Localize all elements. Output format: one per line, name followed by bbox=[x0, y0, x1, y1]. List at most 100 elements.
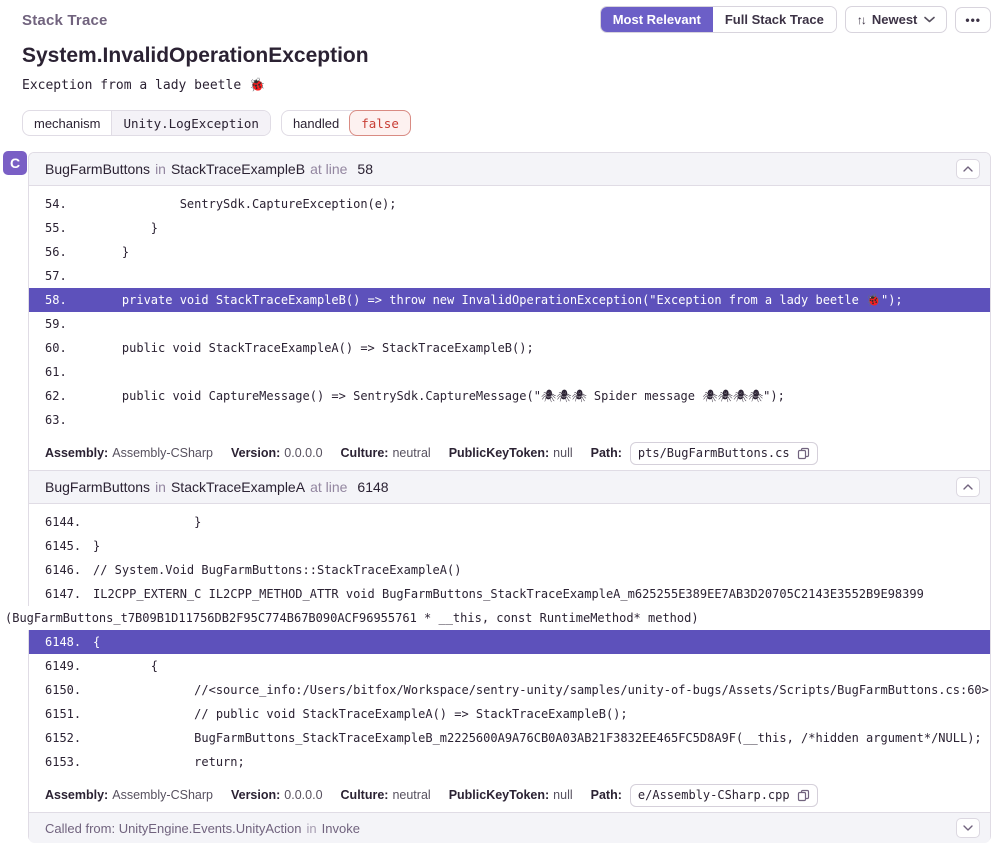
sort-newest-button[interactable]: ↑↓ Newest bbox=[844, 6, 948, 33]
line-number: 54. bbox=[45, 197, 67, 211]
assembly-culture: neutral bbox=[392, 446, 431, 460]
assembly-meta-row: Assembly: Assembly-CSharp Version: 0.0.0.0… bbox=[29, 778, 990, 812]
tag-key: handled bbox=[292, 115, 340, 131]
line-code: } bbox=[93, 245, 130, 259]
sort-arrows-icon: ↑↓ bbox=[856, 12, 867, 27]
line-number: 6150. bbox=[45, 683, 82, 697]
tag-value: Unity.LogException bbox=[111, 111, 270, 135]
copy-icon bbox=[797, 447, 809, 459]
line-code bbox=[93, 312, 990, 336]
line-code bbox=[93, 360, 990, 384]
view-segmented-control: Most Relevant Full Stack Trace bbox=[599, 6, 837, 33]
most-relevant-button[interactable]: Most Relevant bbox=[600, 7, 713, 32]
line-number: 6149. bbox=[45, 659, 82, 673]
in-label: in bbox=[155, 479, 166, 495]
line-code: } bbox=[93, 539, 101, 553]
version-label: Version: bbox=[230, 446, 281, 460]
at-line-label: at line bbox=[310, 161, 348, 177]
line-code: SentrySdk.CaptureException(e); bbox=[93, 197, 397, 211]
in-label: in bbox=[306, 820, 317, 836]
tag-mechanism[interactable]: mechanism Unity.LogException bbox=[22, 110, 271, 136]
stack-trace-panel: BugFarmButtons in StackTraceExampleB at … bbox=[5, 152, 991, 843]
code-line: 6144. } bbox=[29, 510, 990, 534]
called-from-row: Called from: UnityEngine.Events.UnityAct… bbox=[29, 812, 990, 843]
line-code: private void StackTraceExampleB() => thr… bbox=[93, 293, 903, 307]
csharp-platform-icon: C bbox=[3, 151, 27, 175]
line-number: 6145. bbox=[45, 539, 82, 553]
code-line-active: 58. private void StackTraceExampleB() =>… bbox=[29, 288, 990, 312]
line-number: 56. bbox=[45, 245, 67, 259]
caller-function: Invoke bbox=[321, 820, 360, 836]
assembly-label: Assembly: bbox=[45, 788, 109, 802]
assembly-path-box: pts/BugFarmButtons.cs bbox=[629, 441, 818, 465]
copy-icon bbox=[797, 789, 809, 801]
version-label: Version: bbox=[230, 788, 281, 802]
assembly-culture: neutral bbox=[392, 788, 431, 802]
assembly-meta-row: Assembly: Assembly-CSharp Version: 0.0.0.0… bbox=[29, 436, 990, 470]
line-code: public void CaptureMessage() => SentrySd… bbox=[93, 389, 785, 403]
code-line: 6152. BugFarmButtons_StackTraceExampleB_… bbox=[29, 726, 990, 750]
frame-line-number: 58 bbox=[357, 161, 373, 177]
platform-letter: C bbox=[9, 155, 21, 171]
line-code: (BugFarmButtons_t7B09B1D11756DB2F95C774B… bbox=[5, 611, 699, 625]
code-line: 57. bbox=[29, 264, 990, 288]
tag-value: false bbox=[349, 110, 411, 136]
at-line-label: at line bbox=[310, 479, 348, 495]
code-line: 6150. //<source_info:/Users/bitfox/Works… bbox=[29, 678, 990, 702]
line-code: // public void StackTraceExampleA() => S… bbox=[93, 707, 628, 721]
frame-header[interactable]: BugFarmButtons in StackTraceExampleB at … bbox=[29, 153, 990, 186]
tag-key: mechanism bbox=[34, 115, 101, 131]
chevron-up-icon bbox=[963, 166, 973, 172]
line-code: return; bbox=[93, 755, 245, 769]
code-line: 6151. // public void StackTraceExampleA(… bbox=[29, 702, 990, 726]
code-line: 63. bbox=[29, 408, 990, 432]
line-number: 6146. bbox=[45, 563, 82, 577]
code-line: 6149. { bbox=[29, 654, 990, 678]
full-stack-trace-button[interactable]: Full Stack Trace bbox=[712, 7, 836, 32]
frame-header[interactable]: BugFarmButtons in StackTraceExampleA at … bbox=[29, 470, 990, 504]
path-label: Path: bbox=[590, 446, 622, 460]
frame-function: StackTraceExampleA bbox=[170, 479, 306, 495]
assembly-path-box: e/Assembly-CSharp.cpp bbox=[629, 783, 818, 807]
line-number: 61. bbox=[45, 365, 67, 379]
line-number: 6147. bbox=[45, 587, 82, 601]
line-number: 62. bbox=[45, 389, 67, 403]
tag-handled[interactable]: handled false bbox=[280, 110, 411, 136]
line-code: BugFarmButtons_StackTraceExampleB_m22256… bbox=[93, 731, 982, 745]
public-key-token-label: PublicKeyToken: bbox=[448, 788, 550, 802]
line-code: public void StackTraceExampleA() => Stac… bbox=[93, 341, 534, 355]
line-number: 55. bbox=[45, 221, 67, 235]
expand-caller-button[interactable] bbox=[956, 818, 980, 838]
copy-path-button[interactable] bbox=[797, 447, 810, 460]
line-number: 63. bbox=[45, 413, 67, 427]
code-line: 60. public void StackTraceExampleA() => … bbox=[29, 336, 990, 360]
path-label: Path: bbox=[590, 788, 622, 802]
line-code: // System.Void BugFarmButtons::StackTrac… bbox=[93, 563, 462, 577]
chevron-down-icon bbox=[963, 825, 973, 831]
assembly-name: Assembly-CSharp bbox=[112, 788, 213, 802]
more-options-button[interactable]: ••• bbox=[955, 6, 991, 33]
exception-title: System.InvalidOperationException bbox=[22, 44, 369, 67]
called-from-text: Called from: UnityEngine.Events.UnityAct… bbox=[45, 820, 302, 836]
line-code: IL2CPP_EXTERN_C IL2CPP_METHOD_ATTR void … bbox=[93, 587, 924, 601]
code-line: 6147. IL2CPP_EXTERN_C IL2CPP_METHOD_ATTR … bbox=[29, 582, 990, 606]
line-number: 59. bbox=[45, 317, 67, 331]
code-line: 61. bbox=[29, 360, 990, 384]
assembly-token: null bbox=[553, 446, 573, 460]
line-number: 6151. bbox=[45, 707, 82, 721]
assembly-name: Assembly-CSharp bbox=[112, 446, 213, 460]
line-code: { bbox=[93, 635, 101, 649]
page-header: Stack Trace System.InvalidOperationExcep… bbox=[0, 0, 999, 93]
copy-path-button[interactable] bbox=[797, 789, 810, 802]
line-number: 6144. bbox=[45, 515, 82, 529]
code-line-continuation: (BugFarmButtons_t7B09B1D11756DB2F95C774B… bbox=[5, 606, 990, 630]
in-label: in bbox=[155, 161, 166, 177]
frame-code-context: 6144. } 6145.} 6146. // System.Void BugFa… bbox=[5, 504, 990, 778]
collapse-frame-button[interactable] bbox=[956, 159, 980, 179]
assembly-token: null bbox=[553, 788, 573, 802]
stack-trace-toolbar: Most Relevant Full Stack Trace ↑↓ Newest… bbox=[599, 6, 991, 33]
section-label: Stack Trace bbox=[22, 12, 108, 29]
culture-label: Culture: bbox=[340, 788, 389, 802]
collapse-frame-button[interactable] bbox=[956, 477, 980, 497]
public-key-token-label: PublicKeyToken: bbox=[448, 446, 550, 460]
